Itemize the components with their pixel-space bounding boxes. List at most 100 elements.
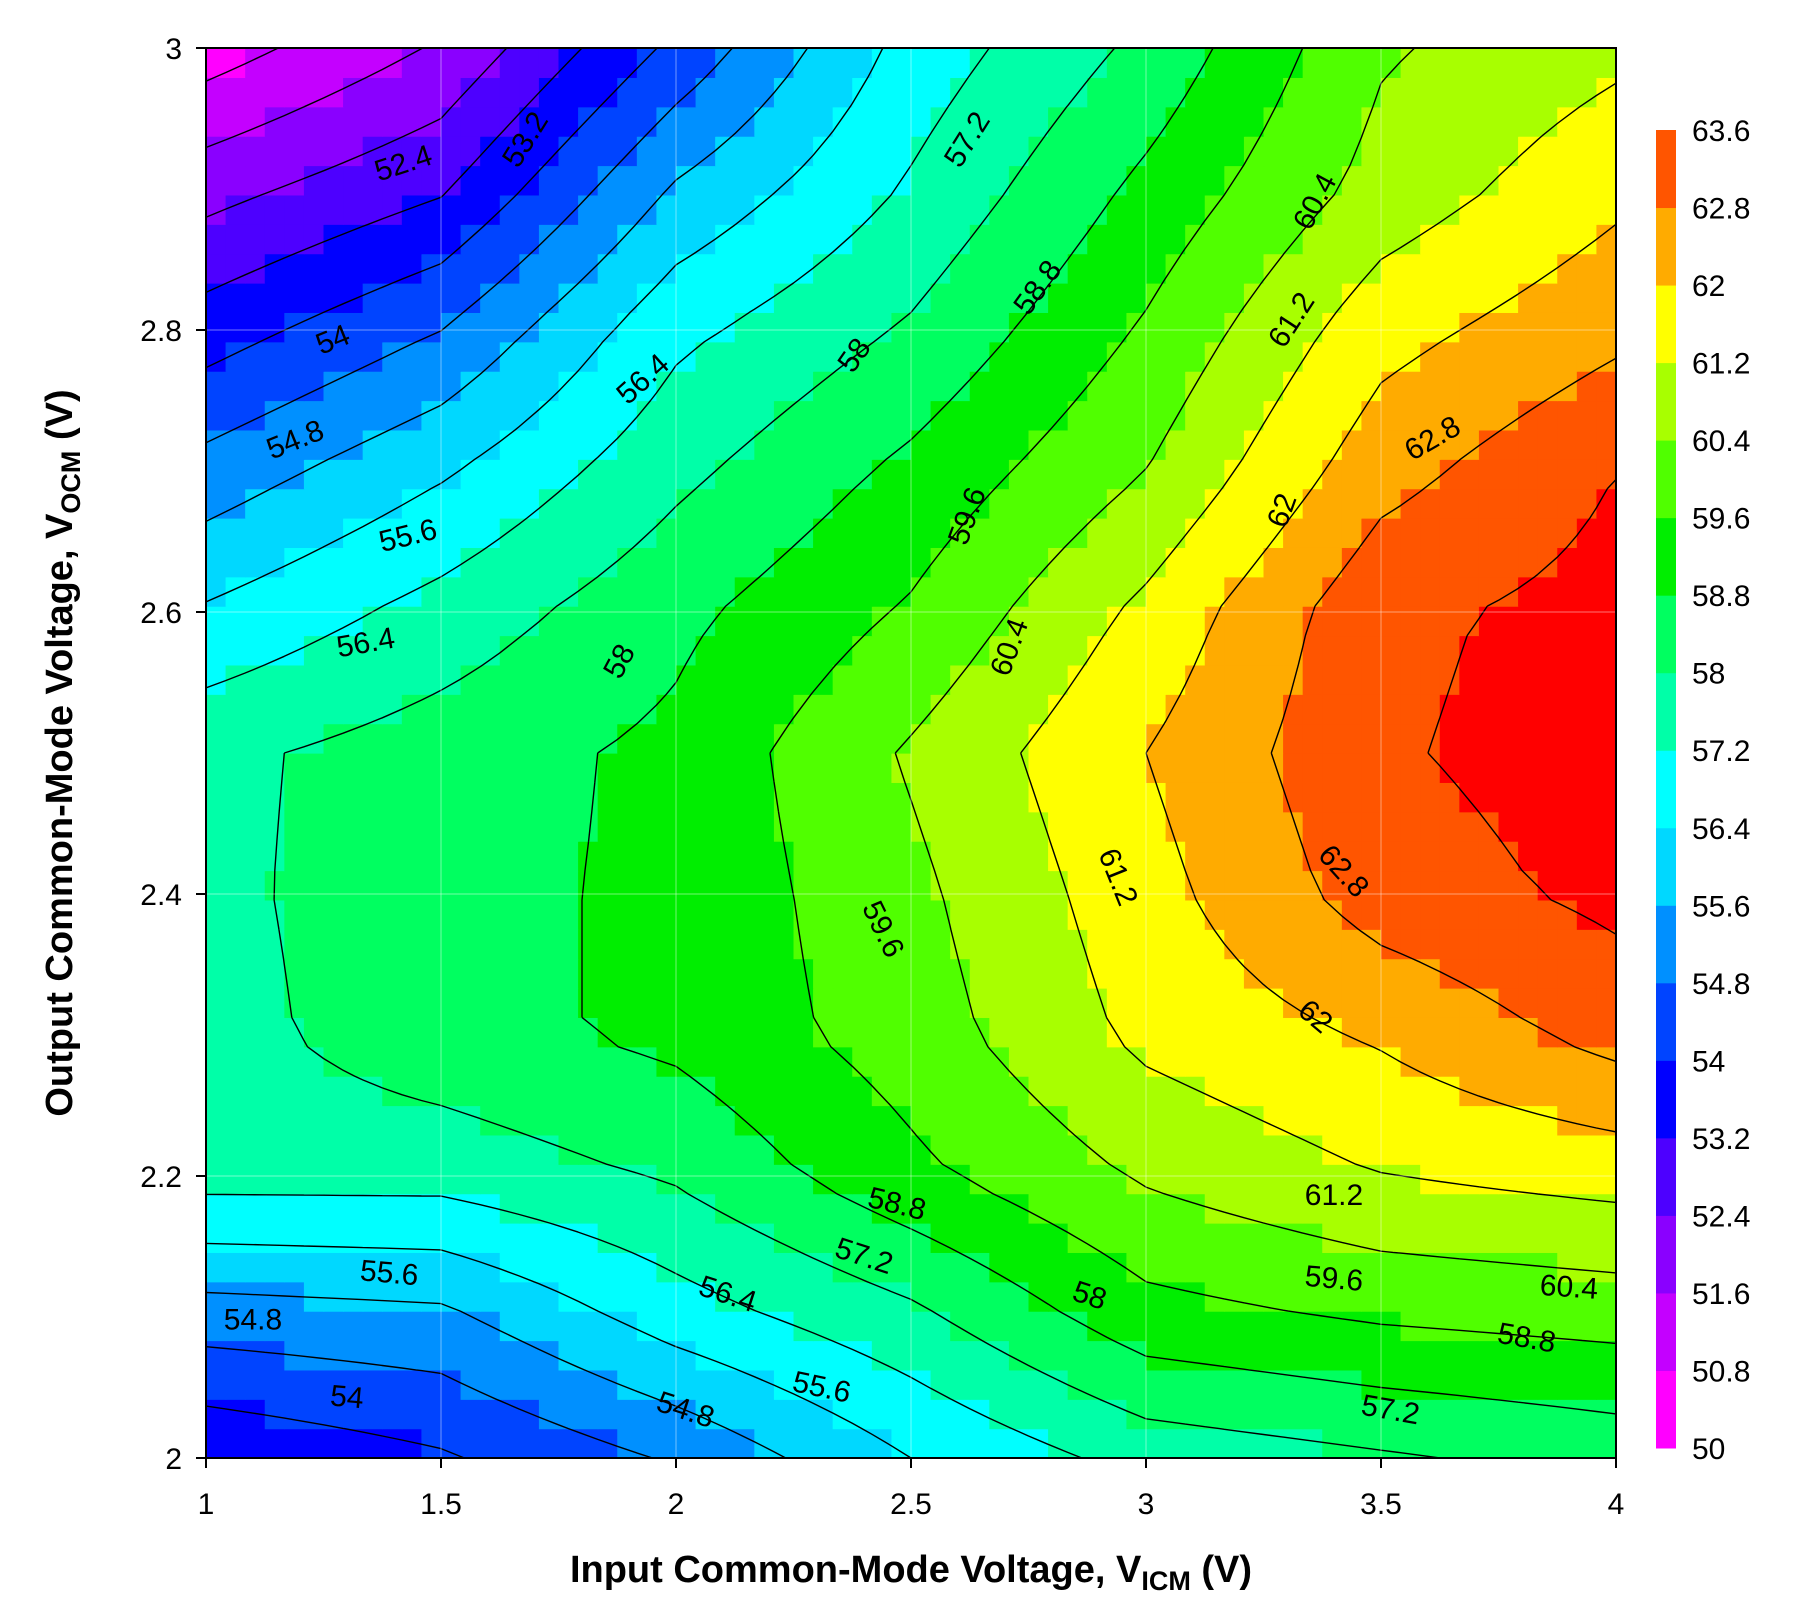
contour-fill-cell [1596,988,1616,1018]
contour-fill-cell [245,547,266,578]
contour-fill-cell [1459,988,1480,1018]
contour-fill-cell [323,929,344,960]
contour-fill-cell [1478,1369,1500,1400]
contour-fill-cell [715,1134,736,1165]
contour-fill-cell [656,518,677,548]
contour-fill-cell [303,1311,325,1342]
contour-fill-cell [1576,870,1598,901]
x-tick-label: 2 [668,1488,685,1521]
contour-fill-cell [245,1105,266,1136]
contour-fill-cell [1576,224,1598,255]
contour-fill-cell [930,1105,951,1136]
y-tick-label: 2.2 [140,1161,182,1194]
contour-fill-cell [813,459,834,490]
contour-fill-cell [911,1428,932,1458]
contour-fill-cell [1028,194,1049,225]
contour-fill-cell [323,224,344,255]
contour-fill-cell [911,165,932,196]
contour-fill-cell [225,899,246,930]
contour-fill-cell [401,606,423,637]
contour-fill-cell [793,400,814,431]
contour-fill-cell [1302,811,1323,842]
contour-fill-cell [871,106,893,137]
contour-fill-cell [636,576,658,607]
contour-fill-cell [1146,782,1167,813]
contour-fill-cell [519,1252,540,1283]
contour-fill-cell [401,1134,423,1165]
contour-fill-cell [1106,635,1128,666]
contour-fill-cell [754,253,775,284]
contour-fill-cell [1067,753,1088,783]
contour-fill-cell [1067,1017,1088,1048]
contour-fill-cell [754,1193,775,1224]
contour-fill-cell [1126,635,1147,666]
contour-fill-cell [1224,518,1245,548]
colorbar-swatch [1656,750,1676,829]
contour-fill-cell [793,606,814,637]
contour-fill-cell [1439,194,1460,225]
contour-fill-cell [1243,48,1265,78]
contour-fill-cell [480,1252,501,1283]
contour-fill-cell [578,899,599,930]
contour-fill-cell [499,635,520,666]
contour-fill-cell [343,77,364,108]
contour-fill-cell [1518,48,1539,78]
contour-fill-cell [519,312,540,343]
contour-fill-cell [1067,48,1088,78]
contour-line-61-2 [1020,82,1616,1204]
contour-fill-cell [538,870,560,901]
contour-label: 54.8 [224,1303,282,1336]
contour-fill-cell [852,459,873,490]
contour-label: 59.6 [1303,1260,1364,1298]
contour-fill-cell [1518,1281,1539,1312]
contour-fill-cell [852,1311,873,1342]
contour-fill-cell [773,1340,795,1371]
contour-fill-cell [911,870,932,901]
contour-fill-cell [832,1046,853,1077]
contour-fill-cell [871,194,893,225]
contour-fill-cell [1028,958,1049,989]
contour-fill-cell [1576,1134,1598,1165]
contour-fill-cell [1302,312,1323,343]
contour-fill-cell [1165,194,1186,225]
contour-fill-cell [343,782,364,813]
contour-fill-cell [519,429,540,460]
contour-fill-cell [1146,753,1167,783]
contour-fill-cell [1185,1046,1206,1077]
contour-fill-cell [1067,988,1088,1018]
contour-fill-cell [891,136,912,167]
contour-fill-cell [1498,635,1519,666]
contour-fill-cell [1302,253,1323,284]
contour-fill-cell [1557,341,1578,372]
contour-fill-cell [499,488,520,519]
contour-fill-cell [225,1046,246,1077]
contour-fill-cell [1283,1340,1304,1371]
contour-fill-cell [441,958,462,989]
contour-fill-cell [1420,253,1441,284]
contour-fill-cell [1537,841,1558,872]
colorbar-tick-label: 53.2 [1692,1123,1750,1156]
contour-fill-cell [1596,194,1616,225]
contour-fill-cell [1341,1428,1363,1458]
contour-fill-cell [1008,606,1030,637]
contour-fill-cell [1596,1134,1616,1165]
contour-fill-cell [245,988,266,1018]
contour-fill-cell [519,341,540,372]
contour-fill-cell [1322,48,1343,78]
contour-fill-cell [323,518,344,548]
contour-fill-cell [460,1281,481,1312]
contour-fill-cell [891,547,912,578]
contour-fill-cell [1087,782,1108,813]
contour-fill-cell [538,312,560,343]
contour-fill-cell [1381,1076,1402,1107]
contour-fill-cell [499,136,520,167]
contour-fill-cell [1420,635,1441,666]
contour-fill-cell [1146,48,1167,78]
contour-fill-cell [362,899,383,930]
contour-fill-cell [636,400,658,431]
contour-fill-cell [1537,488,1558,519]
contour-fill-cell [578,811,599,842]
contour-fill-cell [499,841,520,872]
contour-fill-cell [1341,811,1363,842]
contour-fill-cell [734,77,755,108]
